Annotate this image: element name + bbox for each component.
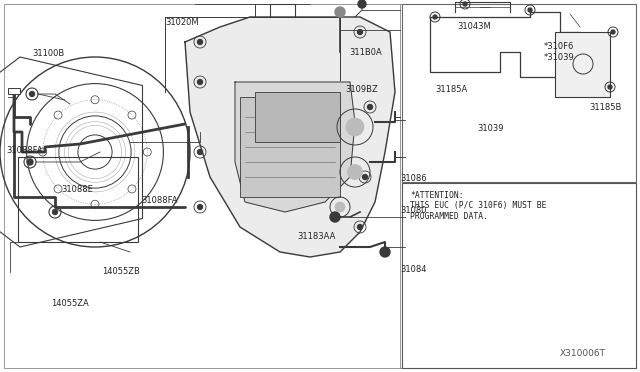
Bar [402, 4, 636, 182]
Bar [402, 183, 636, 368]
Circle shape [29, 92, 35, 96]
Text: 31043M: 31043M [458, 22, 492, 31]
Circle shape [367, 105, 372, 109]
Text: 311B0A: 311B0A [349, 48, 381, 57]
Bar [240, 97, 340, 197]
Text: *310F6: *310F6 [544, 42, 574, 51]
Bar [255, 92, 340, 142]
Circle shape [358, 224, 362, 230]
Text: *31039: *31039 [544, 53, 575, 62]
Text: 14055ZB: 14055ZB [102, 267, 140, 276]
Text: 31020M: 31020M [166, 18, 199, 27]
Text: 31080: 31080 [400, 206, 426, 215]
Circle shape [198, 205, 202, 209]
Bar [555, 32, 610, 97]
Bar [8, 88, 20, 94]
Circle shape [463, 2, 467, 6]
Text: 31100B: 31100B [32, 49, 64, 58]
Circle shape [335, 202, 345, 212]
Bar [18, 157, 138, 242]
Circle shape [348, 164, 362, 180]
Circle shape [380, 247, 390, 257]
Circle shape [198, 39, 202, 45]
Text: 31084: 31084 [400, 265, 426, 274]
Text: 31185B: 31185B [589, 103, 621, 112]
Text: *ATTENTION:
THIS EUC (P/C 310F6) MUST BE
PROGRAMMED DATA.: *ATTENTION: THIS EUC (P/C 310F6) MUST BE… [410, 191, 547, 221]
Circle shape [27, 159, 33, 165]
Circle shape [611, 30, 615, 34]
Polygon shape [235, 82, 355, 212]
Text: 31039: 31039 [477, 124, 503, 133]
Text: 3109BZ: 3109BZ [346, 85, 378, 94]
Polygon shape [185, 17, 395, 257]
Text: X310006T: X310006T [560, 349, 606, 358]
Circle shape [358, 0, 366, 8]
Circle shape [198, 150, 202, 154]
Text: 31185A: 31185A [435, 85, 467, 94]
Circle shape [52, 209, 58, 215]
Text: 31088FA: 31088FA [6, 146, 43, 155]
Circle shape [608, 85, 612, 89]
Text: 31183AA: 31183AA [298, 232, 336, 241]
Circle shape [433, 15, 437, 19]
Circle shape [358, 29, 362, 35]
Text: 31088FA: 31088FA [141, 196, 177, 205]
Circle shape [198, 80, 202, 84]
Circle shape [330, 212, 340, 222]
Text: 31088E: 31088E [61, 185, 93, 194]
Text: 31086: 31086 [400, 174, 427, 183]
Text: 14055ZA: 14055ZA [51, 299, 89, 308]
Circle shape [335, 7, 345, 17]
Circle shape [528, 8, 532, 12]
Circle shape [362, 174, 367, 180]
Circle shape [346, 118, 364, 136]
